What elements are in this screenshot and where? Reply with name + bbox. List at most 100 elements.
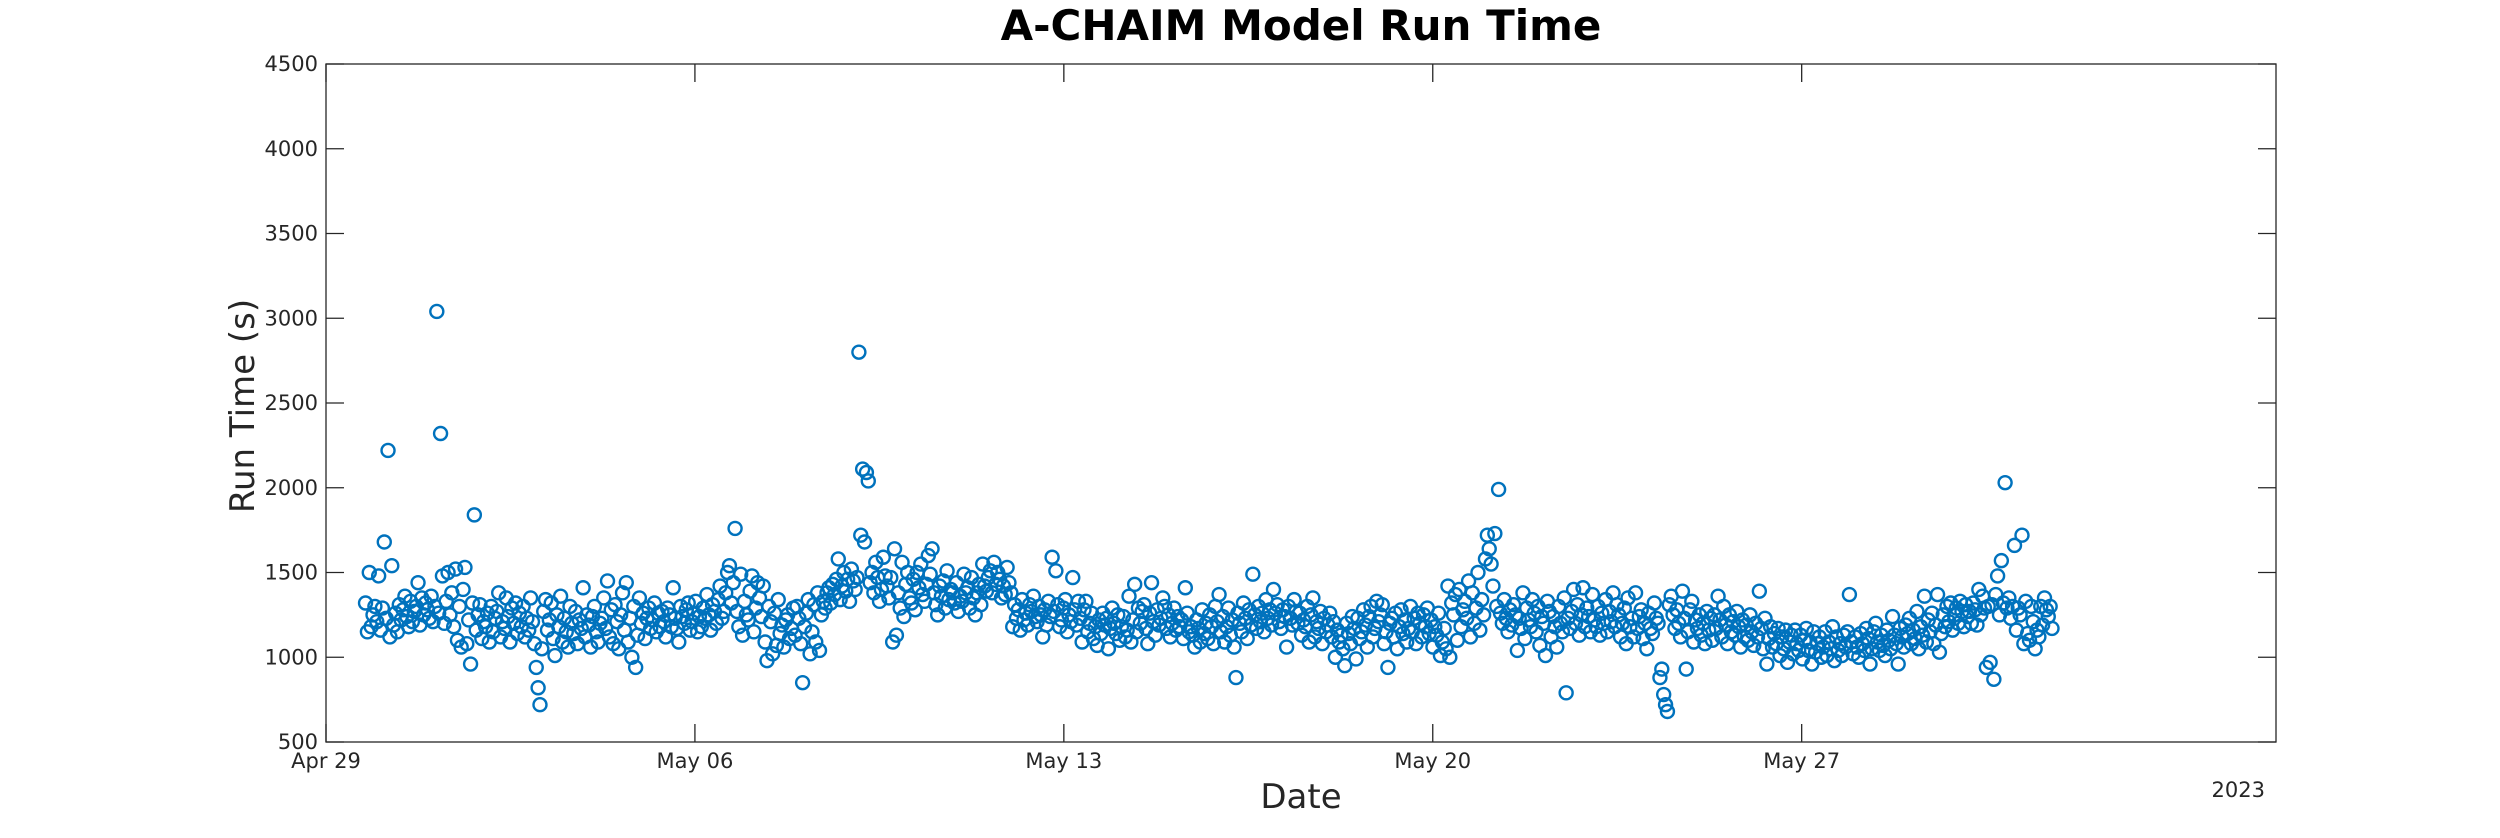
data-point xyxy=(1078,593,1094,610)
data-point xyxy=(1918,634,1935,650)
data-point xyxy=(956,566,972,582)
data-point xyxy=(586,598,603,615)
data-point xyxy=(1824,619,1841,635)
data-point xyxy=(1481,541,1497,557)
data-point xyxy=(671,634,687,650)
data-point xyxy=(370,568,387,584)
data-point xyxy=(999,559,1015,576)
data-point xyxy=(1549,639,1565,655)
data-point xyxy=(1929,586,1946,603)
data-point xyxy=(883,569,899,586)
data-point xyxy=(1393,602,1409,618)
data-point xyxy=(429,303,445,320)
data-point xyxy=(746,624,762,640)
data-point xyxy=(1513,620,1529,637)
data-point xyxy=(1507,607,1524,623)
data-point xyxy=(466,507,483,523)
x-tick-label: May 27 xyxy=(1763,749,1840,773)
data-point xyxy=(1554,624,1571,640)
data-point xyxy=(2023,598,2040,615)
data-point xyxy=(1487,525,1503,542)
data-point xyxy=(1697,635,1713,652)
data-point xyxy=(502,634,518,650)
data-point xyxy=(445,619,462,635)
data-point xyxy=(1020,617,1036,633)
data-point xyxy=(794,674,811,691)
data-point xyxy=(597,620,614,637)
data-point xyxy=(1449,632,1466,648)
data-point xyxy=(733,566,749,582)
data-point xyxy=(1509,642,1526,659)
data-point xyxy=(1746,637,1762,654)
data-point xyxy=(851,344,867,360)
data-point xyxy=(875,549,891,565)
data-point xyxy=(552,588,569,604)
x-axis-label: Date xyxy=(1260,777,1341,817)
data-point xyxy=(1989,568,2006,584)
data-point xyxy=(1862,656,1878,672)
data-point xyxy=(1969,617,1985,633)
data-point xyxy=(1517,630,1533,647)
x-tick-label: May 13 xyxy=(1025,749,1102,773)
data-point xyxy=(1659,703,1676,720)
data-point xyxy=(1442,649,1458,665)
data-point xyxy=(451,598,468,615)
data-point xyxy=(1140,635,1156,652)
data-point xyxy=(1436,620,1452,637)
data-point xyxy=(612,607,629,623)
data-point xyxy=(1475,607,1492,623)
data-point xyxy=(410,574,426,591)
x-tick-label: Apr 29 xyxy=(291,749,361,773)
data-point xyxy=(1993,552,2010,569)
data-point xyxy=(459,635,475,652)
data-point xyxy=(1594,605,1610,621)
data-point xyxy=(455,581,471,598)
data-point xyxy=(447,561,464,577)
y-axis-label: Run Time (s) xyxy=(223,299,263,513)
y-tick-label: 3500 xyxy=(265,222,318,246)
data-point xyxy=(1156,598,1173,615)
y-tick-label: 4500 xyxy=(265,52,318,76)
data-point xyxy=(1166,600,1182,616)
data-point xyxy=(1205,635,1222,652)
data-point xyxy=(854,461,871,477)
data-point xyxy=(1305,590,1321,606)
data-point xyxy=(1751,583,1768,599)
data-point xyxy=(1278,639,1295,655)
data-point xyxy=(1986,671,2002,687)
data-point xyxy=(627,659,644,676)
data-point xyxy=(1239,630,1255,647)
data-point xyxy=(404,613,421,630)
data-point xyxy=(845,573,861,589)
data-point xyxy=(888,627,905,643)
data-point xyxy=(1916,588,1933,604)
data-point xyxy=(594,610,610,626)
plot-layer: 500 1000 1500 2000 2500 3000 3500 4000 4500 Apr 2… xyxy=(265,52,2277,773)
data-point xyxy=(1348,651,1364,667)
y-tick-label: 2500 xyxy=(265,391,318,415)
data-point xyxy=(896,608,912,625)
data-point xyxy=(858,464,875,481)
data-point xyxy=(1584,586,1601,603)
data-point xyxy=(665,580,681,596)
data-point xyxy=(532,697,548,713)
data-point xyxy=(973,597,989,613)
data-point xyxy=(440,564,456,581)
data-point xyxy=(2001,590,2017,606)
data-point xyxy=(2044,620,2060,637)
data-point xyxy=(2038,602,2055,618)
data-point xyxy=(1558,685,1574,701)
data-point xyxy=(913,556,929,572)
data-point xyxy=(764,646,781,662)
data-point xyxy=(507,595,524,611)
data-point xyxy=(2006,537,2023,554)
data-point xyxy=(1076,602,1092,618)
data-point xyxy=(596,590,612,606)
data-point xyxy=(624,649,640,665)
data-point xyxy=(1939,598,1955,615)
data-point xyxy=(823,595,839,611)
data-point xyxy=(1625,629,1642,645)
data-point xyxy=(886,541,903,557)
data-point xyxy=(1896,639,1912,655)
